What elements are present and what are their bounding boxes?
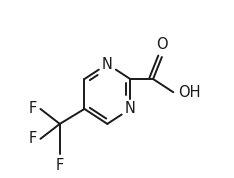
Text: F: F (56, 158, 64, 173)
Text: OH: OH (178, 85, 200, 100)
Text: F: F (29, 131, 37, 146)
Text: N: N (102, 57, 113, 72)
Text: O: O (156, 37, 168, 52)
Text: N: N (125, 101, 136, 116)
Text: F: F (29, 101, 37, 116)
